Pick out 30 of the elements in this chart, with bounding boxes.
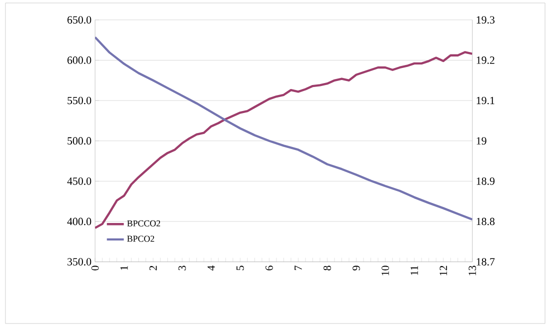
y-tick-label: 600.0 [67,56,92,64]
legend-label: BPCO2 [127,236,154,242]
x-tick-label: 9 [352,266,360,271]
y-tick-label: 450.0 [67,178,92,186]
y-tick-label: 650.0 [67,16,92,24]
x-tick-label: 3 [178,266,186,270]
y2-tick-label: 19.1 [476,97,494,104]
x-tick-label: 1 [120,266,128,270]
y-tick-label: 500.0 [68,137,92,145]
legend-label: BPCCO2 [127,220,160,227]
y2-tick-label: 18.7 [476,258,495,266]
x-tick-label: 2 [150,266,157,271]
x-tick-label: 11 [410,266,418,276]
x-tick-label: 12 [440,266,447,276]
y2-tick-label: 18.9 [476,178,494,186]
x-tick-label: 4 [208,266,215,271]
x-tick-label: 7 [294,266,302,270]
y-tick-label: 350.0 [68,258,92,266]
y2-tick-label: 19.2 [476,56,494,64]
x-tick-label: 5 [236,266,244,270]
y-tick-label: 550.0 [68,97,92,104]
x-tick-label: 8 [324,266,331,271]
x-tick-label: 10 [382,266,389,276]
x-tick-label: 13 [468,266,476,276]
x-tick-label: 6 [266,266,273,271]
y2-tick-label: 19 [476,137,486,145]
y-tick-label: 400.0 [67,218,92,226]
x-tick-label: 0 [91,266,99,271]
y2-tick-label: 18.8 [476,218,495,226]
y2-tick-label: 19.3 [476,16,495,24]
